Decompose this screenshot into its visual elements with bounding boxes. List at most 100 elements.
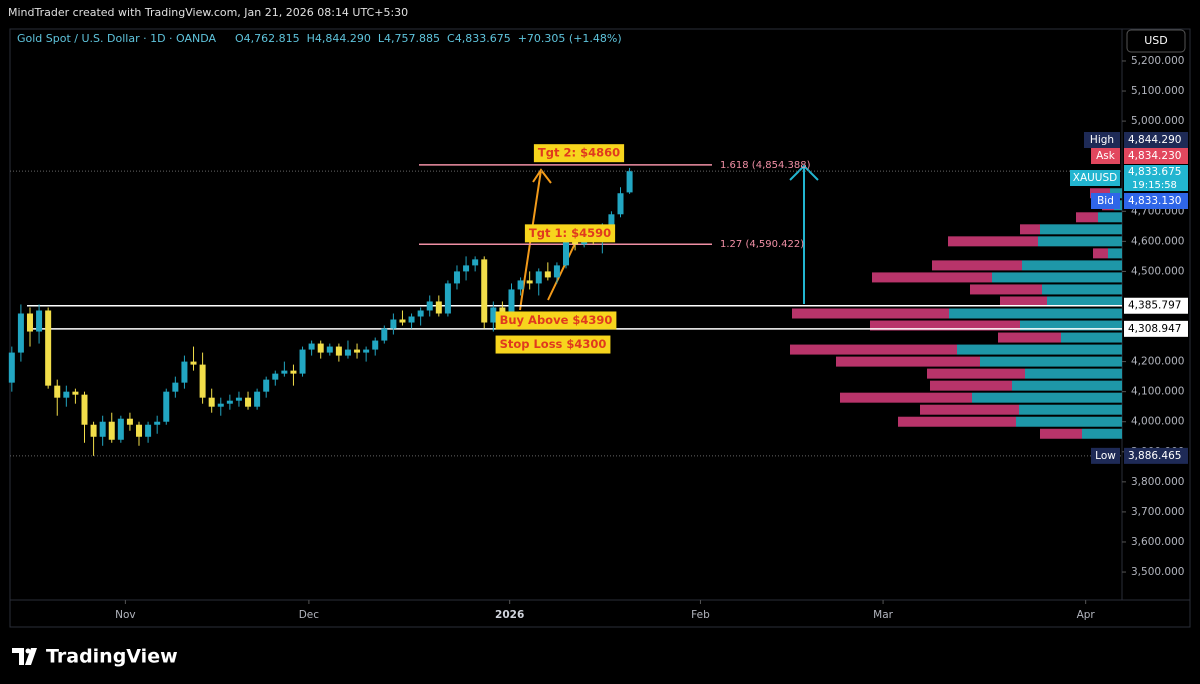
- price-tag: [1124, 165, 1188, 191]
- candle-body: [481, 259, 488, 323]
- x-tick-label: Feb: [691, 609, 710, 621]
- candle-body: [608, 214, 615, 227]
- vp-buy: [1019, 404, 1122, 415]
- price-tag-name: Bid: [1097, 195, 1114, 207]
- level-tag: [1124, 297, 1188, 314]
- x-tick-label: Mar: [873, 609, 893, 621]
- price-tag: [1124, 148, 1188, 164]
- candle-body: [617, 193, 624, 215]
- vp-sell: [930, 380, 1012, 391]
- candle-body: [199, 364, 206, 398]
- vp-buy: [1047, 296, 1122, 307]
- vp-sell: [898, 416, 1016, 427]
- vp-sell: [836, 356, 980, 367]
- candle-body: [308, 343, 315, 350]
- vp-buy: [1082, 428, 1122, 439]
- y-tick-label: 4,000.000: [1131, 416, 1184, 428]
- candle-body: [54, 385, 61, 398]
- annotation: Stop Loss $4300: [500, 337, 607, 351]
- vp-buy: [1025, 368, 1122, 379]
- price-tag-name-box: [1070, 170, 1120, 186]
- ohlc-legend: C4,833.675: [447, 32, 511, 45]
- candle-body: [426, 301, 433, 311]
- candle-body: [626, 171, 633, 193]
- price-tag: [1124, 193, 1188, 209]
- price-tag-name-box: [1091, 148, 1120, 164]
- vp-sell: [872, 272, 992, 283]
- vp-sell: [998, 332, 1061, 343]
- pane-frame: [9, 28, 1191, 628]
- candle-body: [299, 349, 306, 374]
- vp-buy: [1012, 380, 1122, 391]
- y-tick-label: 3,800.000: [1131, 476, 1184, 488]
- candle-body: [45, 310, 52, 386]
- candle-body: [281, 370, 288, 374]
- vp-buy: [1098, 212, 1122, 223]
- vp-sell: [948, 236, 1038, 247]
- y-tick-label: 5,200.000: [1131, 55, 1184, 67]
- fib-label: 1.27 (4,590.422): [720, 239, 804, 250]
- vp-buy: [957, 344, 1122, 355]
- y-tick-label: 3,700.000: [1131, 506, 1184, 518]
- vp-buy: [1042, 284, 1122, 295]
- annotation: Buy Above $4390: [500, 313, 613, 327]
- price-tag-name: XAUUSD: [1073, 172, 1118, 184]
- candle-body: [226, 400, 233, 404]
- price-tag: [1124, 447, 1188, 464]
- candle-body: [517, 280, 524, 290]
- vp-buy: [1022, 260, 1122, 271]
- candle-body: [354, 349, 361, 353]
- ohlc-legend: +70.305 (+1.48%): [518, 32, 622, 45]
- candle-body: [163, 391, 170, 422]
- candle-body: [8, 352, 15, 383]
- price-tag-name: Low: [1095, 450, 1116, 462]
- candle-body: [117, 418, 124, 440]
- candle-body: [508, 289, 515, 320]
- price-tag-name-box: [1091, 447, 1120, 464]
- candle-body: [108, 421, 115, 440]
- candle-body: [408, 316, 415, 323]
- ohlc-legend: O4,762.815: [235, 32, 300, 45]
- candle-body: [172, 382, 179, 392]
- currency-button[interactable]: [1126, 29, 1186, 53]
- price-tag: [1124, 132, 1188, 148]
- vp-sell: [1020, 224, 1040, 235]
- candle-body: [326, 346, 333, 353]
- x-tick-label: Nov: [115, 609, 136, 621]
- vp-buy: [1108, 248, 1122, 259]
- candle-body: [363, 349, 370, 353]
- annotation-box: [495, 311, 617, 330]
- candle-body: [181, 361, 188, 383]
- price-tag-name: Ask: [1096, 150, 1116, 162]
- candle-body: [335, 346, 342, 356]
- candle-body: [190, 361, 197, 365]
- vp-buy: [1020, 320, 1122, 331]
- candle-body: [99, 421, 106, 437]
- vp-buy: [972, 392, 1122, 403]
- candle-body: [263, 379, 270, 392]
- vp-sell: [1076, 212, 1098, 223]
- vp-buy: [1040, 224, 1122, 235]
- candle-body: [217, 403, 224, 407]
- vp-buy: [980, 356, 1122, 367]
- candle-body: [235, 397, 242, 401]
- price-tag-name-box: [1084, 132, 1120, 148]
- candle-body: [290, 370, 297, 374]
- vp-sell: [840, 392, 972, 403]
- vp-sell: [870, 320, 1020, 331]
- candle-body: [81, 394, 88, 425]
- candle-body: [535, 271, 542, 284]
- vp-buy: [949, 308, 1122, 319]
- y-tick-label: 4,200.000: [1131, 356, 1184, 368]
- currency[interactable]: USD: [1144, 34, 1168, 47]
- candle-body: [17, 313, 24, 353]
- vp-sell: [970, 284, 1042, 295]
- candle-body: [390, 319, 397, 329]
- candle-body: [381, 328, 388, 341]
- price-tag-value: 4,834.230: [1128, 150, 1181, 162]
- candle-body: [372, 340, 379, 350]
- price-tag-value: 4,833.130: [1128, 195, 1181, 207]
- candle-body: [36, 310, 43, 332]
- ohlc-legend: L4,757.885: [378, 32, 440, 45]
